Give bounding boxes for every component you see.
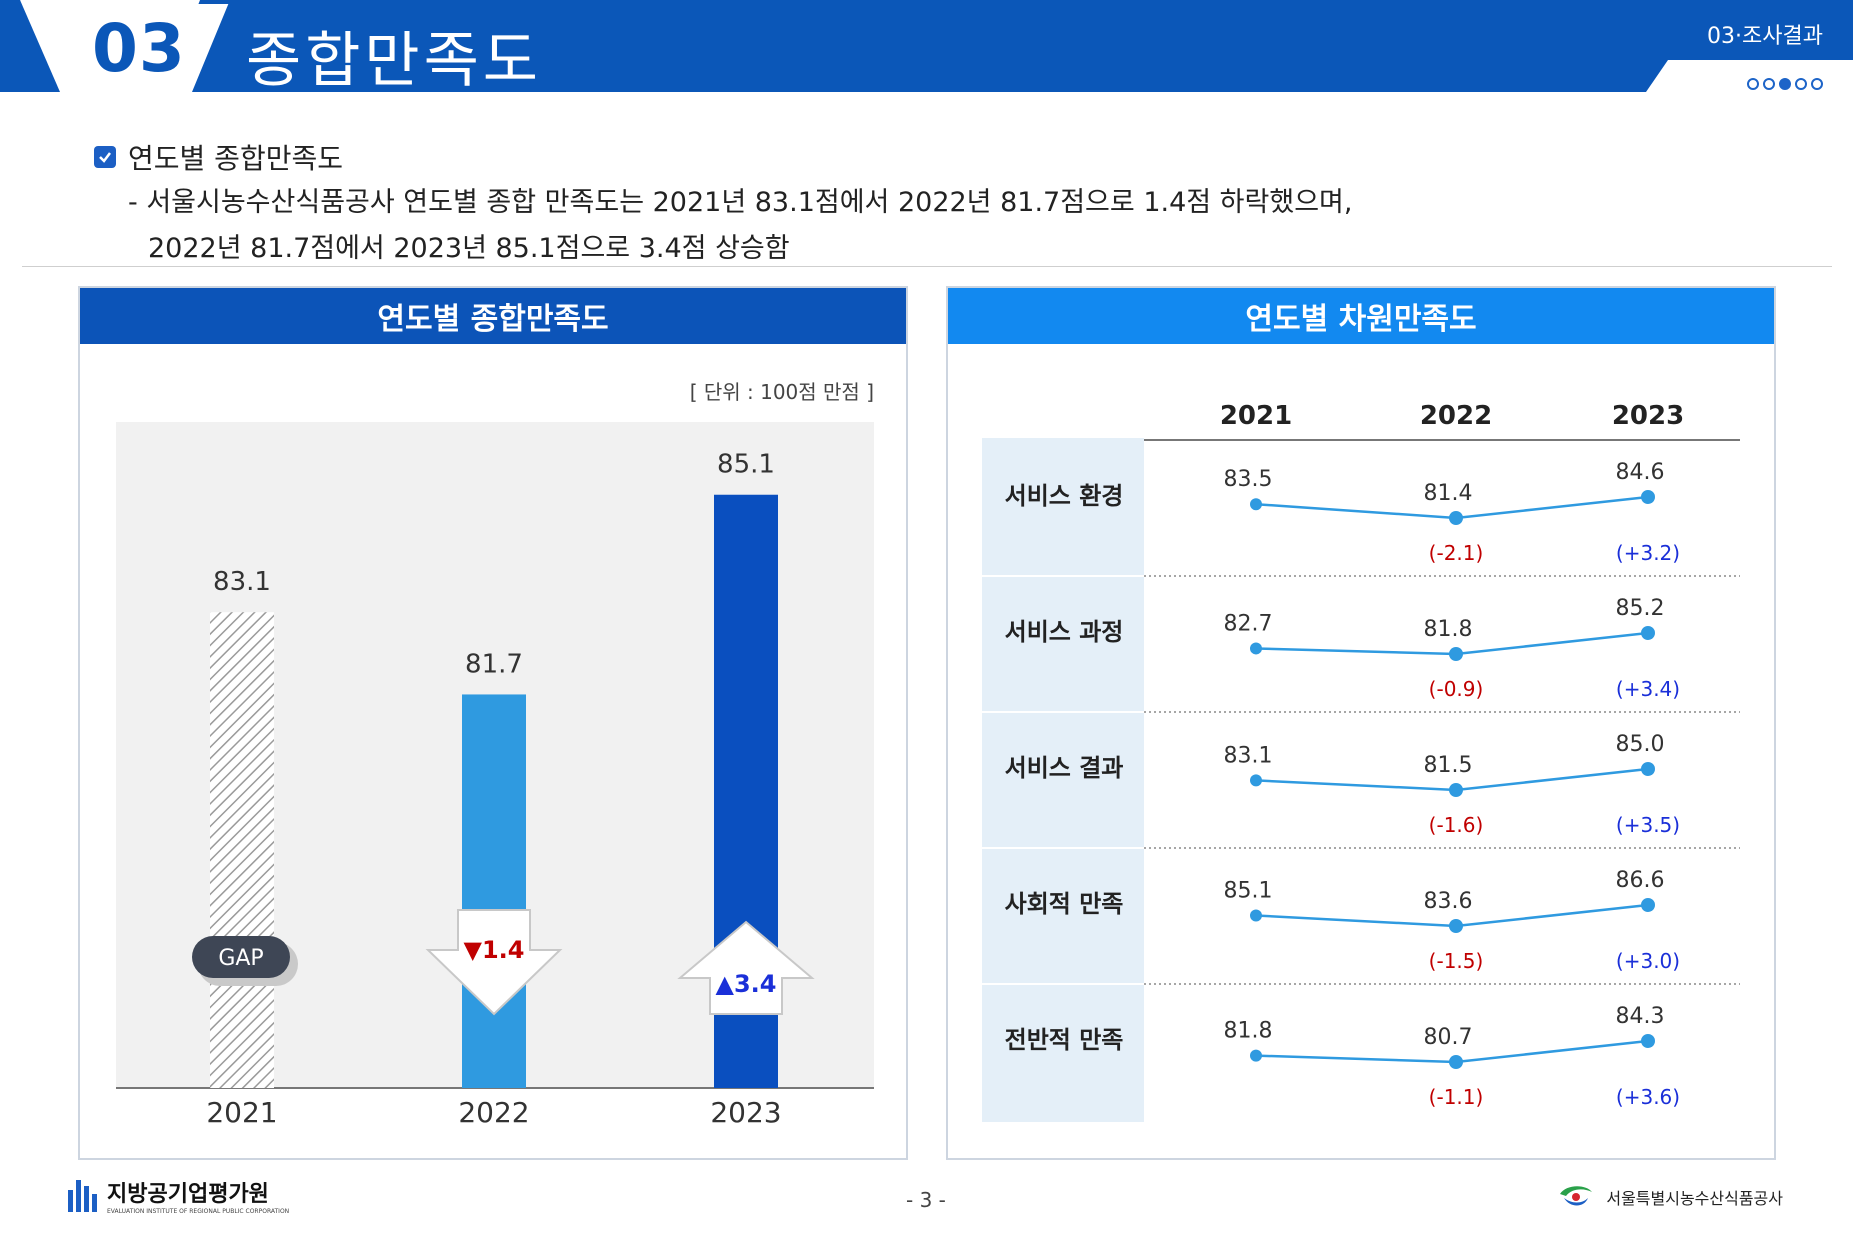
panel-title: 연도별 차원만족도 bbox=[948, 288, 1774, 344]
data-point bbox=[1250, 642, 1262, 655]
data-value-label: 83.1 bbox=[1224, 743, 1273, 768]
data-value-label: 83.5 bbox=[1224, 467, 1273, 492]
dimension-line-chart: 2021 2022 2023 서비스 환경 83.5 81.4 (-2.1) 84.6 (+3.… bbox=[982, 401, 1740, 1122]
x-tick-label: 2021 bbox=[206, 1096, 277, 1129]
change-label: (-0.9) bbox=[1429, 677, 1484, 701]
footer-logo-left: 지방공기업평가원 EVALUATION INSTITUTE OF REGIONA… bbox=[68, 1176, 289, 1215]
change-up-label: ▲3.4 bbox=[716, 970, 777, 998]
footer-logo-right: 서울특별시농수산식품공사 bbox=[1556, 1182, 1783, 1212]
change-label: (+3.4) bbox=[1616, 677, 1680, 701]
indicator-dot bbox=[1763, 78, 1775, 90]
data-value-label: 85.0 bbox=[1616, 732, 1665, 757]
unit-label: [ 단위 : 100점 만점 ] bbox=[689, 380, 874, 404]
data-value-label: 86.6 bbox=[1616, 868, 1665, 893]
change-label: (-1.1) bbox=[1429, 1085, 1484, 1109]
intro-line-1: - 서울시농수산식품공사 연도별 종합 만족도는 2021년 83.1점에서 2… bbox=[128, 187, 1353, 218]
gap-badge: GAP bbox=[192, 936, 298, 986]
page-number: - 3 - bbox=[906, 1188, 946, 1212]
data-point bbox=[1641, 1034, 1655, 1048]
data-value-label: 84.3 bbox=[1616, 1004, 1665, 1029]
footer-org-subtitle: EVALUATION INSTITUTE OF REGIONAL PUBLIC … bbox=[107, 1208, 290, 1215]
building-icon bbox=[68, 1179, 97, 1212]
data-point bbox=[1449, 511, 1463, 525]
data-value-label: 81.4 bbox=[1424, 481, 1473, 506]
section-number: 03 bbox=[92, 10, 186, 87]
data-point bbox=[1449, 647, 1463, 661]
data-point bbox=[1641, 898, 1655, 912]
indicator-dot bbox=[1747, 78, 1759, 90]
footer-org-name-right: 서울특별시농수산식품공사 bbox=[1606, 1189, 1783, 1208]
header-banner: 03 종합만족도 03·조사결과 bbox=[0, 0, 1853, 96]
year-header: 2022 bbox=[1420, 401, 1492, 431]
intro-heading-text: 연도별 종합만족도 bbox=[128, 142, 343, 175]
dimension-label: 서비스 결과 bbox=[1005, 754, 1124, 782]
data-value-label: 81.8 bbox=[1224, 1019, 1273, 1044]
change-label: (+3.6) bbox=[1616, 1085, 1680, 1109]
change-down-label: ▼1.4 bbox=[464, 936, 525, 964]
data-point bbox=[1250, 1049, 1262, 1062]
change-label: (-1.6) bbox=[1429, 813, 1484, 837]
data-point bbox=[1250, 909, 1262, 922]
year-header: 2021 bbox=[1220, 401, 1292, 431]
data-point bbox=[1250, 774, 1262, 787]
bar-2021 bbox=[210, 612, 274, 1088]
breadcrumb: 03·조사결과 bbox=[1707, 24, 1823, 49]
label-column bbox=[982, 438, 1144, 1122]
x-tick-label: 2022 bbox=[458, 1096, 529, 1129]
up-arrow-icon: ▲3.4 bbox=[677, 920, 815, 1015]
footer-org-name: 지방공기업평가원 bbox=[107, 1182, 269, 1207]
bar-value-label: 83.1 bbox=[213, 567, 271, 597]
intro-body: - 서울시농수산식품공사 연도별 종합 만족도는 2021년 83.1점에서 2… bbox=[128, 180, 1778, 272]
dimension-label: 전반적 만족 bbox=[1005, 1026, 1124, 1054]
banner-shape bbox=[0, 0, 1853, 92]
data-point bbox=[1641, 626, 1655, 640]
indicator-dot-active bbox=[1779, 78, 1791, 90]
data-value-label: 85.2 bbox=[1616, 596, 1665, 621]
bar-chart: 83.1 2021 81.7 2022 85.1 2023 GAP ▼1.4 ▲3.4 bbox=[116, 422, 874, 1129]
down-arrow-icon: ▼1.4 bbox=[425, 909, 563, 1016]
data-value-label: 83.6 bbox=[1424, 889, 1473, 914]
dimension-label: 사회적 만족 bbox=[1005, 890, 1124, 918]
x-tick-label: 2023 bbox=[710, 1096, 781, 1129]
change-label: (+3.5) bbox=[1616, 813, 1680, 837]
intro-heading: 연도별 종합만족도 bbox=[94, 137, 343, 177]
data-value-label: 81.5 bbox=[1424, 753, 1473, 778]
data-value-label: 84.6 bbox=[1616, 460, 1665, 485]
bar-2022 bbox=[462, 694, 526, 1088]
indicator-dot bbox=[1811, 78, 1823, 90]
section-title: 종합만족도 bbox=[246, 26, 542, 96]
panel-title: 연도별 종합만족도 bbox=[80, 288, 906, 344]
data-point bbox=[1641, 490, 1655, 504]
data-value-label: 81.8 bbox=[1424, 617, 1473, 642]
data-value-label: 82.7 bbox=[1224, 611, 1273, 636]
change-label: (-1.5) bbox=[1429, 949, 1484, 973]
seoul-logo-icon bbox=[1560, 1186, 1593, 1206]
change-label: (-2.1) bbox=[1429, 541, 1484, 565]
data-point bbox=[1641, 762, 1655, 776]
data-point bbox=[1449, 783, 1463, 797]
indicator-dot bbox=[1795, 78, 1807, 90]
change-label: (+3.0) bbox=[1616, 949, 1680, 973]
intro-line-2: 2022년 81.7점에서 2023년 85.1점으로 3.4점 상승함 bbox=[148, 233, 790, 264]
page-indicator bbox=[1747, 78, 1823, 90]
dimension-label: 서비스 과정 bbox=[1005, 618, 1124, 646]
data-point bbox=[1449, 1055, 1463, 1069]
bar-value-label: 81.7 bbox=[465, 649, 523, 679]
bar-value-label: 85.1 bbox=[717, 450, 775, 480]
change-label: (+3.2) bbox=[1616, 541, 1680, 565]
data-point bbox=[1449, 919, 1463, 933]
divider bbox=[22, 266, 1832, 267]
year-header: 2023 bbox=[1612, 401, 1684, 431]
gap-label: GAP bbox=[218, 946, 263, 971]
data-value-label: 85.1 bbox=[1224, 879, 1273, 904]
panel-overall-satisfaction: 연도별 종합만족도 [ 단위 : 100점 만점 ] 83.1 2021 81.7 2… bbox=[78, 286, 908, 1160]
dimension-label: 서비스 환경 bbox=[1005, 482, 1124, 510]
checkbox-icon bbox=[94, 146, 116, 168]
data-point bbox=[1250, 498, 1262, 511]
data-value-label: 80.7 bbox=[1424, 1025, 1473, 1050]
panel-dimension-satisfaction: 연도별 차원만족도 2021 2022 2023 서비스 환경 83.5 81.4 (-2.… bbox=[946, 286, 1776, 1160]
